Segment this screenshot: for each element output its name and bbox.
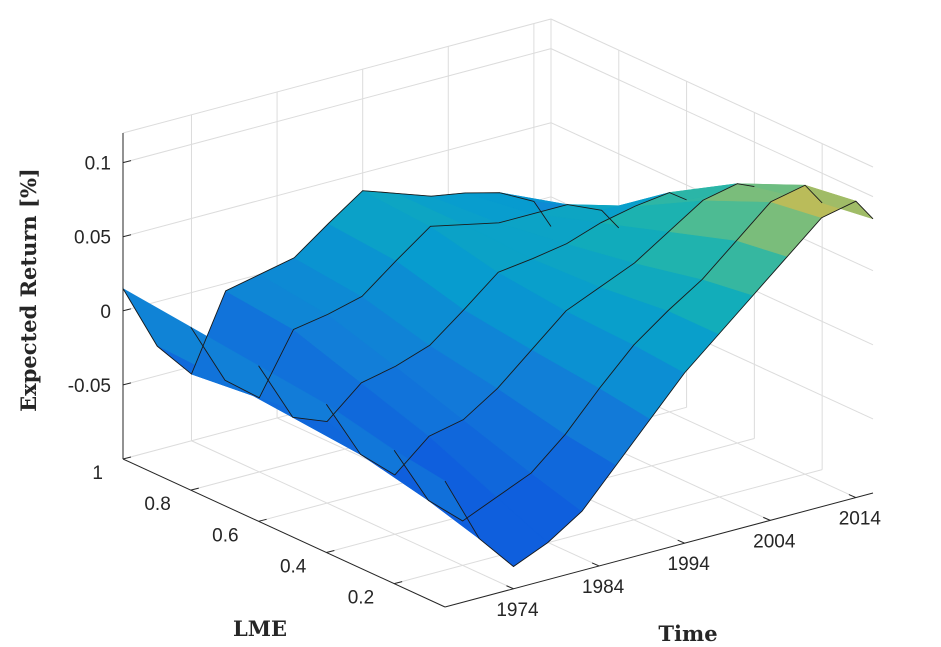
y-tick-label-3: 0.8	[144, 494, 170, 515]
surface-plot	[122, 183, 874, 568]
z-axis-label: Expected Return [%]	[16, 168, 41, 412]
y-tick-1	[326, 549, 335, 553]
box-edge-back-top	[122, 18, 552, 134]
z-tick-0	[122, 382, 132, 386]
z-tick-1	[122, 308, 132, 312]
x-tick-label-1: 1984	[582, 577, 625, 598]
grid-line-floor-x-0	[191, 440, 514, 590]
series-line-0	[122, 190, 552, 375]
series-line-1	[190, 204, 620, 399]
z-tick-label-0: -0.05	[68, 376, 111, 397]
series-line-3	[325, 183, 755, 476]
grid-line-side-z-3	[550, 48, 874, 198]
grid-line-back-z-2	[122, 122, 552, 238]
x-axis-line	[444, 492, 874, 608]
axes	[122, 133, 874, 608]
z-tick-3	[122, 160, 132, 164]
box-edge-side-top	[550, 18, 874, 168]
z-tick-label-1: 0	[100, 302, 111, 323]
x-tick-label-4: 2014	[839, 509, 882, 530]
y-tick-label-4: 1	[92, 463, 103, 484]
y-tick-label-1: 0.4	[280, 556, 307, 577]
y-axis-label: LME	[233, 616, 287, 641]
y-tick-label-0: 0.2	[348, 588, 374, 609]
x-tick-2	[677, 539, 685, 544]
y-axis-line	[122, 458, 446, 608]
series-line-2	[258, 192, 687, 423]
y-tick-label-2: 0.6	[212, 525, 238, 546]
y-tick-0	[394, 581, 403, 585]
y-tick-2	[258, 518, 267, 522]
x-tick-4	[848, 494, 857, 499]
tick-labels: -0.05 0 0.05 0.1 0.2 0.4 0.6 0.8 1 1974 1984 1994 20…	[68, 154, 882, 621]
x-tick-1	[591, 562, 600, 567]
series-line-5	[444, 200, 874, 568]
x-tick-label-3: 2004	[753, 531, 796, 552]
x-axis-label: Time	[658, 621, 717, 646]
z-tick-2	[122, 234, 132, 238]
x-tick-0	[506, 585, 514, 590]
z-tick-label-3: 0.1	[85, 154, 111, 175]
x-tick-label-0: 1974	[496, 600, 539, 621]
y-tick-4	[122, 456, 132, 460]
x-tick-label-2: 1994	[668, 554, 711, 575]
x-tick-3	[763, 516, 771, 521]
y-tick-3	[190, 487, 199, 491]
series-line-4	[393, 184, 823, 522]
z-tick-label-2: 0.05	[74, 228, 111, 249]
grid-line-back-z-3	[122, 48, 552, 164]
grid-line-floor-y-0	[394, 469, 823, 585]
